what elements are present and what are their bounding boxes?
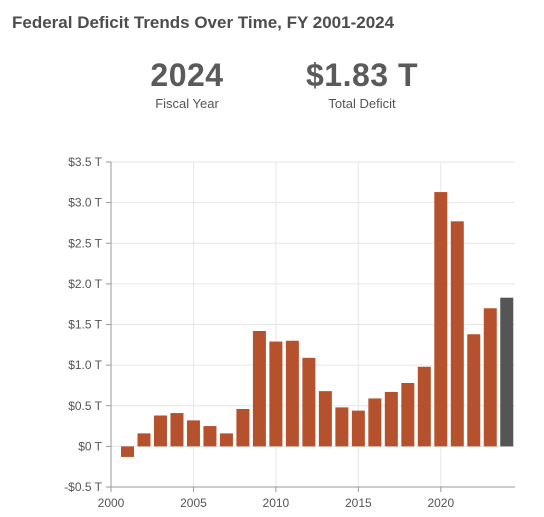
bar-2010[interactable] xyxy=(269,341,283,447)
bar-2020[interactable] xyxy=(434,192,448,447)
y-tick-label: $2.5 T xyxy=(68,236,102,250)
bar-2023[interactable] xyxy=(483,308,497,447)
bar-2017[interactable] xyxy=(384,391,398,447)
y-tick-label: -$0.5 T xyxy=(64,480,102,494)
bar-2013[interactable] xyxy=(318,391,332,447)
fiscal-year-label: Fiscal Year xyxy=(155,96,219,111)
chart-title: Federal Deficit Trends Over Time, FY 200… xyxy=(12,13,395,32)
x-tick-label: 2005 xyxy=(180,496,207,510)
bar-2019[interactable] xyxy=(417,366,431,447)
y-tick-label: $3.5 T xyxy=(68,155,102,169)
bar-2006[interactable] xyxy=(203,426,217,447)
y-tick-label: $2.0 T xyxy=(68,277,102,291)
y-tick-label: $1.5 T xyxy=(68,318,102,332)
bar-2001[interactable] xyxy=(120,446,134,457)
total-deficit-stat: $1.83 T Total Deficit xyxy=(287,55,437,111)
bar-highlight-2024[interactable] xyxy=(500,297,514,447)
bar-2021[interactable] xyxy=(450,221,464,447)
bar-2005[interactable] xyxy=(186,420,200,447)
axes: $3.5 T $3.0 T $2.5 T $2.0 T $1.5 T $1.0 T $0.5… xyxy=(64,155,515,510)
y-tick-label: $0 T xyxy=(78,439,102,453)
bars xyxy=(120,192,514,457)
y-tick-label: $1.0 T xyxy=(68,358,102,372)
y-tick-label: $3.0 T xyxy=(68,196,102,210)
x-tick-label: 2015 xyxy=(345,496,372,510)
fiscal-year-value: 2024 xyxy=(150,57,224,93)
bar-2022[interactable] xyxy=(467,334,481,447)
x-tick-label: 2020 xyxy=(427,496,454,510)
x-tick-label: 2000 xyxy=(98,496,125,510)
bar-2004[interactable] xyxy=(170,413,184,447)
bar-2016[interactable] xyxy=(368,398,382,447)
bar-2014[interactable] xyxy=(335,407,349,447)
fiscal-year-stat: 2024 Fiscal Year xyxy=(112,55,262,111)
bar-2015[interactable] xyxy=(351,410,365,447)
y-tick-label: $0.5 T xyxy=(68,399,102,413)
bar-2007[interactable] xyxy=(219,433,233,447)
bar-2008[interactable] xyxy=(236,409,250,447)
bar-2012[interactable] xyxy=(302,357,316,447)
bar-2011[interactable] xyxy=(285,340,299,447)
bar-2009[interactable] xyxy=(252,331,266,447)
total-deficit-value: $1.83 T xyxy=(305,57,418,93)
total-deficit-label: Total Deficit xyxy=(328,96,396,111)
x-tick-label: 2010 xyxy=(263,496,290,510)
bar-2002[interactable] xyxy=(137,433,151,447)
bar-2018[interactable] xyxy=(401,383,415,447)
bar-2003[interactable] xyxy=(153,415,167,447)
